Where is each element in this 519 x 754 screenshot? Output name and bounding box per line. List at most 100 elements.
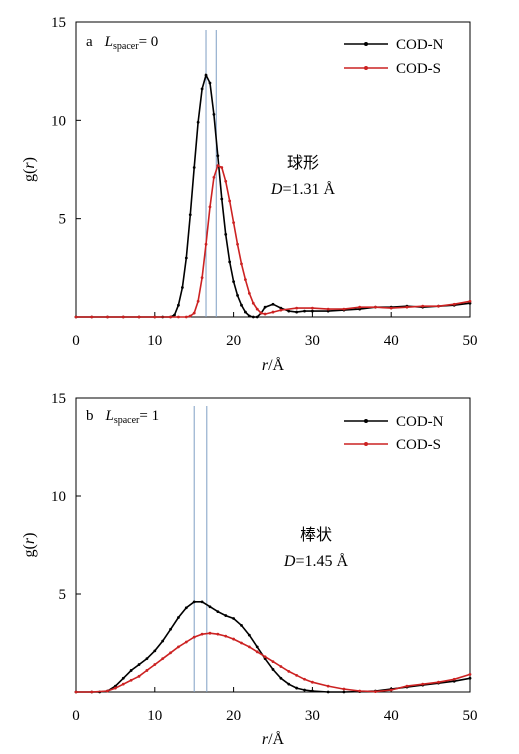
data-point	[374, 305, 377, 309]
data-point	[74, 315, 78, 319]
data-point	[311, 309, 314, 313]
data-point	[212, 113, 216, 116]
data-point	[255, 307, 259, 311]
y-tick-label: 10	[51, 113, 66, 129]
legend-swatch-marker	[364, 419, 368, 423]
data-point	[251, 315, 255, 319]
x-tick-label: 50	[463, 708, 478, 724]
data-point	[129, 669, 133, 672]
data-point	[220, 197, 224, 201]
data-point	[240, 303, 243, 307]
x-tick-label: 10	[147, 708, 162, 724]
diameter-label: D=1.45 Å	[283, 552, 349, 570]
data-point	[244, 278, 247, 282]
data-point	[303, 677, 306, 681]
data-point	[184, 606, 188, 610]
data-point	[255, 645, 259, 649]
data-point	[311, 306, 314, 310]
data-point	[121, 682, 125, 686]
data-point	[192, 166, 196, 169]
plot-frame	[75, 397, 471, 693]
legend-label: COD-N	[396, 414, 444, 430]
data-point	[216, 610, 220, 614]
data-point	[295, 306, 299, 310]
panel-letter: a	[86, 34, 93, 50]
data-point	[342, 307, 346, 311]
annotation-value: = 0	[139, 34, 159, 50]
data-point	[192, 635, 196, 639]
y-axis-label-prefix: g(	[21, 544, 38, 557]
data-point	[129, 678, 133, 682]
data-point	[358, 305, 362, 309]
data-point	[271, 302, 275, 306]
diameter-value: =1.31 Å	[282, 180, 335, 198]
data-point	[224, 179, 228, 183]
data-point	[279, 676, 283, 680]
data-point	[240, 262, 243, 266]
legend-label: COD-S	[396, 437, 441, 453]
data-point	[208, 205, 212, 209]
data-point	[389, 688, 393, 692]
data-point	[169, 627, 172, 631]
data-point	[311, 689, 314, 693]
data-point	[121, 676, 125, 680]
data-point	[452, 302, 456, 306]
data-point	[452, 677, 456, 681]
data-point	[244, 310, 247, 314]
data-point	[188, 213, 192, 217]
data-point	[468, 299, 472, 303]
data-point	[137, 315, 141, 319]
data-point	[216, 154, 220, 158]
x-tick-label: 30	[305, 708, 320, 724]
x-tick-label: 50	[463, 333, 478, 349]
annotation-var: L	[105, 408, 114, 424]
data-point	[106, 315, 109, 319]
data-point	[405, 684, 409, 688]
data-point	[311, 680, 314, 684]
data-point	[121, 315, 125, 319]
y-axis-label-suffix: )	[21, 157, 38, 162]
annotation-subscript: spacer	[113, 41, 139, 52]
x-axis-label-var: r	[262, 357, 269, 374]
data-point	[240, 641, 243, 645]
data-point	[177, 315, 180, 319]
data-point	[208, 605, 212, 609]
diameter-var: D	[270, 181, 283, 198]
data-point	[90, 315, 94, 319]
data-point	[421, 304, 425, 308]
data-point	[137, 663, 141, 666]
data-point	[232, 617, 236, 620]
data-point	[468, 672, 472, 676]
data-point	[184, 256, 188, 260]
data-point	[192, 311, 196, 315]
data-point	[188, 314, 192, 318]
data-point	[200, 276, 204, 280]
legend-swatch-marker	[364, 442, 368, 446]
data-point	[287, 670, 291, 673]
panel-annotation: b Lspacer= 1	[86, 408, 159, 426]
data-point	[200, 87, 204, 91]
data-point	[200, 600, 204, 604]
x-tick-label: 40	[384, 333, 399, 349]
panel-letter: b	[86, 408, 94, 424]
data-point	[437, 680, 440, 684]
data-point	[114, 686, 117, 690]
x-tick-label: 20	[226, 708, 241, 724]
data-point	[173, 313, 176, 317]
y-tick-label: 15	[51, 391, 66, 407]
data-point	[161, 639, 165, 643]
data-point	[255, 650, 259, 654]
data-point	[232, 221, 236, 225]
data-point	[271, 668, 275, 671]
data-point	[114, 684, 117, 688]
shape-label: 球形	[287, 153, 319, 172]
y-tick-label: 15	[51, 15, 66, 31]
data-point	[220, 166, 224, 169]
data-point	[169, 315, 172, 319]
data-point	[271, 310, 275, 314]
data-point	[216, 164, 220, 167]
x-tick-label: 20	[226, 333, 241, 349]
data-point	[106, 689, 109, 693]
